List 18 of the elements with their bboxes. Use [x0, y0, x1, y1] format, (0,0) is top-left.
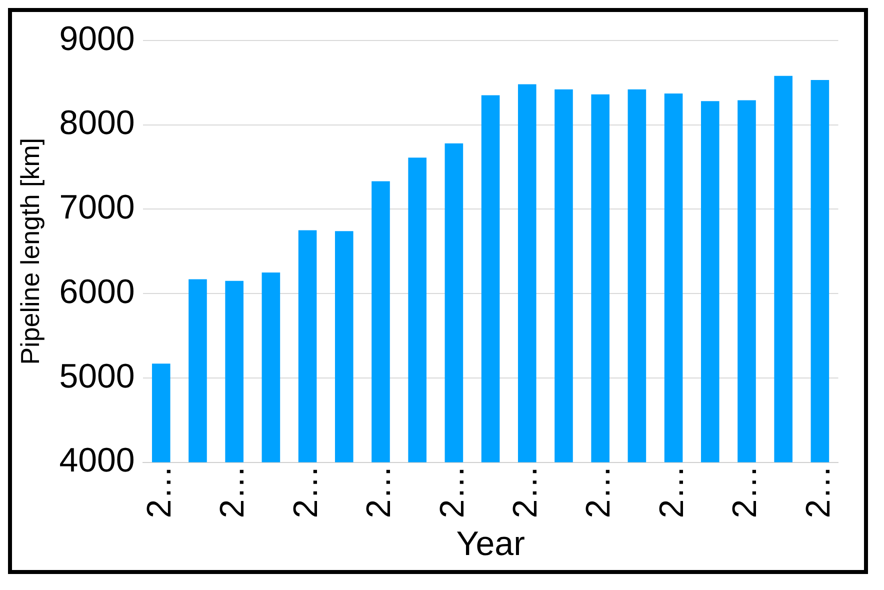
y-tick-label: 6000: [59, 272, 135, 311]
x-tick-label: 2…: [580, 465, 618, 518]
y-axis-title: Pipeline length [km]: [14, 138, 45, 365]
x-tick-label: 2…: [506, 465, 545, 518]
x-axis-title: Year: [456, 524, 525, 563]
x-tick-label: 2…: [360, 465, 398, 518]
y-tick-label: 5000: [59, 357, 135, 396]
x-tick-label: 2…: [799, 465, 838, 518]
y-tick-label: 4000: [59, 442, 135, 480]
x-tick-label: 2…: [214, 465, 252, 518]
y-tick-label: 8000: [59, 104, 135, 142]
x-tick-label: 2…: [433, 465, 472, 518]
y-tick-label: 7000: [59, 188, 135, 227]
y-tick-label: 9000: [59, 20, 135, 58]
x-tick-label: 2…: [286, 465, 325, 518]
x-tick-label: 2…: [652, 465, 691, 518]
x-tick-label: 2…: [140, 465, 179, 518]
x-tick-label: 2…: [726, 465, 764, 518]
